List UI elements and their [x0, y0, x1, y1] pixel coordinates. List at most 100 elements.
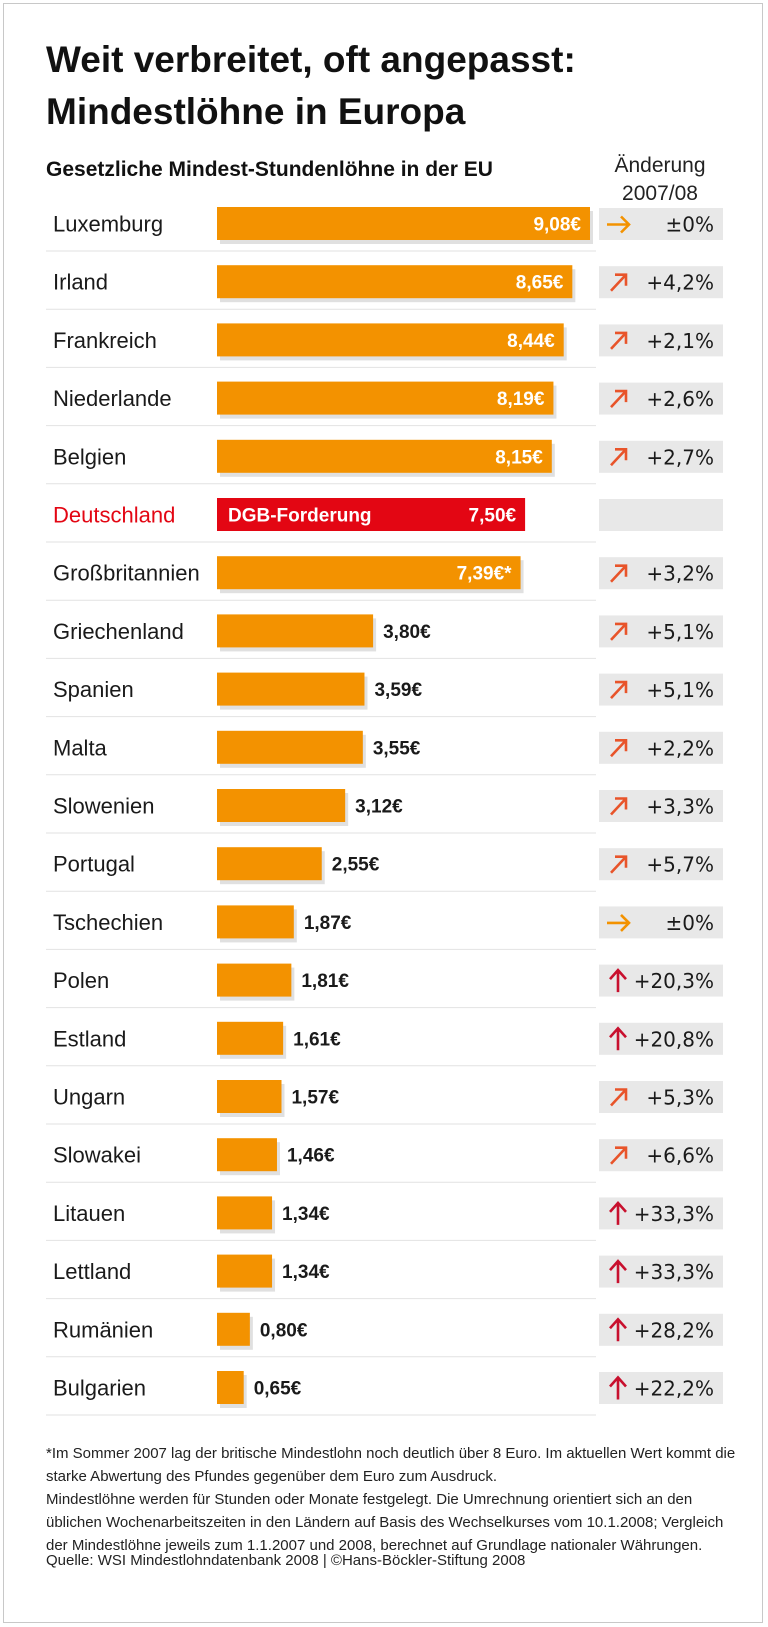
title-line-1: Weit verbreitet, oft angepasst: [46, 39, 576, 80]
chart-title: Weit verbreitet, oft angepasst: Mindestl… [46, 34, 746, 138]
bar [217, 730, 363, 764]
value-label: 3,12€ [355, 797, 403, 818]
change-value: +3,2% [646, 562, 714, 586]
change-value: +20,3% [634, 969, 714, 993]
change-column-header: Änderung 2007/08 [590, 152, 730, 208]
value-label: 0,65€ [254, 1379, 302, 1400]
bar [217, 1312, 250, 1346]
value-label: 8,19€ [497, 389, 545, 410]
change-box [599, 499, 723, 531]
change-value: +33,3% [634, 1202, 714, 1226]
arrow-up-right-icon [610, 680, 628, 699]
change-value: +4,2% [646, 271, 714, 295]
bar [217, 672, 365, 706]
change-box [599, 964, 723, 997]
value-label: 2,55€ [332, 855, 380, 876]
country-label: Niederlande [53, 386, 172, 411]
arrow-up-right-icon [610, 855, 628, 874]
country-label: Slowakei [53, 1143, 141, 1168]
bar [217, 381, 554, 415]
value-label: 1,87€ [304, 913, 352, 934]
arrow-up-icon [609, 1200, 627, 1225]
source-line: Quelle: WSI Mindestlohndatenbank 2008 | … [46, 1552, 526, 1569]
change-value: +6,6% [646, 1144, 714, 1168]
country-label: Ungarn [53, 1085, 125, 1110]
bar [217, 963, 292, 997]
arrow-up-right-icon [610, 622, 628, 641]
value-label: 8,44€ [507, 331, 555, 352]
value-label: 1,34€ [282, 1204, 330, 1225]
bar-chart: Luxemburg 9,08€ ±0% Irland 8,65€ +4,2% Frankre… [46, 207, 723, 1416]
change-value: +28,2% [634, 1318, 714, 1342]
footnote-1: *Im Sommer 2007 lag der britische Mindes… [46, 1445, 736, 1485]
bar [217, 1138, 277, 1172]
arrow-up-right-icon [610, 331, 628, 350]
country-label: Deutschland [53, 503, 175, 528]
arrow-up-right-icon [610, 448, 628, 467]
change-value: +33,3% [634, 1260, 714, 1284]
bar [217, 789, 346, 822]
country-label: Irland [53, 270, 108, 295]
change-box [599, 1255, 723, 1288]
bar [217, 1080, 282, 1113]
arrow-up-right-icon [610, 564, 628, 583]
change-value: +2,2% [646, 736, 714, 760]
country-label: Portugal [53, 852, 135, 877]
country-label: Malta [53, 735, 108, 760]
country-label: Spanien [53, 677, 134, 702]
bar [217, 614, 374, 648]
country-label: Tschechien [53, 910, 163, 935]
change-header-line-1: Änderung [614, 154, 706, 177]
bar [217, 1021, 284, 1055]
bar [217, 439, 552, 473]
bar [217, 498, 526, 531]
value-label: 7,50€ [469, 506, 517, 527]
country-label: Slowenien [53, 794, 155, 819]
value-label: 3,80€ [383, 622, 431, 643]
arrow-up-right-icon [610, 273, 628, 292]
change-box [599, 1313, 723, 1346]
value-label: 0,80€ [260, 1320, 308, 1341]
highlight-label: DGB-Forderung [228, 506, 372, 527]
change-value: +5,1% [646, 678, 714, 702]
value-label: 9,08€ [533, 215, 581, 236]
bar [217, 847, 322, 881]
change-box [599, 1022, 723, 1055]
arrow-right-icon [607, 215, 631, 234]
arrow-up-right-icon [610, 739, 628, 758]
change-box [599, 1372, 723, 1404]
arrow-up-icon [609, 1375, 627, 1400]
change-value: +2,1% [646, 329, 714, 353]
country-label: Großbritannien [53, 561, 200, 586]
value-label: 7,39€* [457, 564, 513, 585]
country-label: Frankreich [53, 328, 157, 353]
arrow-up-icon [609, 1026, 627, 1051]
arrow-up-icon [609, 1259, 627, 1284]
value-label: 8,15€ [495, 447, 543, 468]
change-box [599, 1197, 723, 1230]
change-value: +5,7% [646, 853, 714, 877]
value-label: 3,55€ [373, 738, 421, 759]
country-label: Lettland [53, 1259, 131, 1284]
change-value: +5,1% [646, 620, 714, 644]
change-value: +5,3% [646, 1086, 714, 1110]
country-label: Griechenland [53, 619, 184, 644]
country-label: Rumänien [53, 1317, 153, 1342]
change-value: +2,6% [646, 387, 714, 411]
change-value: ±0% [666, 213, 715, 237]
arrow-up-right-icon [610, 389, 628, 408]
footnotes: *Im Sommer 2007 lag der britische Mindes… [46, 1442, 736, 1557]
bar [217, 1196, 273, 1230]
bar [217, 905, 294, 939]
country-label: Luxemburg [53, 212, 163, 237]
value-label: 1,46€ [287, 1146, 335, 1167]
change-value: +3,3% [646, 795, 714, 819]
arrow-up-icon [609, 968, 627, 993]
chart-subtitle: Gesetzliche Mindest-Stundenlöhne in der … [46, 158, 493, 181]
change-value: +22,2% [634, 1377, 714, 1401]
footnote-2: Mindestlöhne werden für Stunden oder Mon… [46, 1491, 724, 1554]
country-label: Estland [53, 1026, 126, 1051]
value-label: 1,61€ [293, 1029, 341, 1050]
value-label: 1,34€ [282, 1262, 330, 1283]
arrow-up-right-icon [610, 1146, 628, 1165]
